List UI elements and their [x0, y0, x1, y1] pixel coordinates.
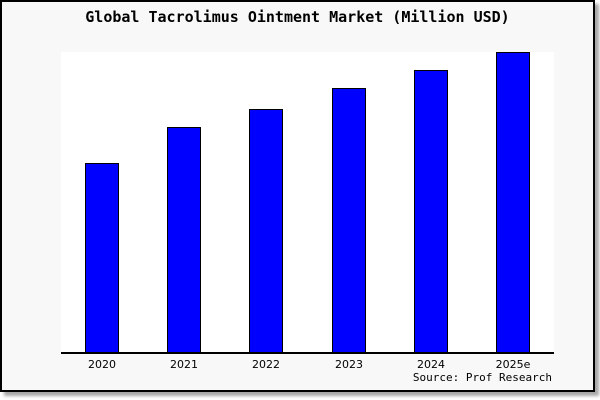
x-tick-label-2022: 2022	[252, 358, 280, 371]
bar-2020	[85, 163, 119, 352]
x-tick-label-2024: 2024	[417, 358, 445, 371]
x-tick-label-2021: 2021	[170, 358, 198, 371]
bar-2022	[249, 109, 283, 352]
chart-title: Global Tacrolimus Ointment Market (Milli…	[85, 8, 510, 26]
chart-figure: Global Tacrolimus Ointment Market (Milli…	[0, 0, 595, 392]
x-tick-label-2020: 2020	[88, 358, 116, 371]
x-tick-label-2025e: 2025e	[495, 358, 531, 371]
bar-2021	[167, 127, 201, 352]
bar-2024	[414, 70, 448, 352]
bar-2025e	[496, 52, 530, 352]
x-tick-label-2023: 2023	[335, 358, 363, 371]
bar-2023	[332, 88, 366, 352]
plot-area	[61, 52, 554, 354]
source-credit: Source: Prof Research	[412, 371, 552, 384]
